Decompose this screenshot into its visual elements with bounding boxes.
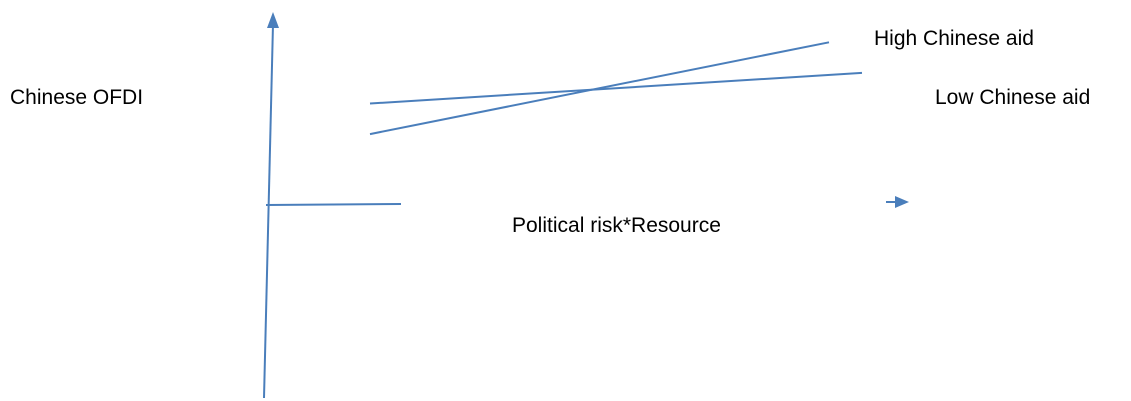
legend-entry-high-chinese-aid: High Chinese aid [874, 27, 1034, 50]
x-axis [265, 203, 402, 206]
series-line-low-chinese-aid [369, 71, 863, 105]
y-axis-label: Chinese OFDI [10, 86, 144, 109]
y-axis [263, 23, 274, 399]
series-line-high-chinese-aid [369, 41, 830, 136]
x-axis-arrow-icon [895, 196, 909, 208]
x-axis-label: Political risk*Resource [512, 214, 721, 237]
y-axis-arrow-icon [267, 12, 279, 28]
legend-entry-low-chinese-aid: Low Chinese aid [935, 86, 1091, 109]
series-layer [369, 41, 863, 136]
